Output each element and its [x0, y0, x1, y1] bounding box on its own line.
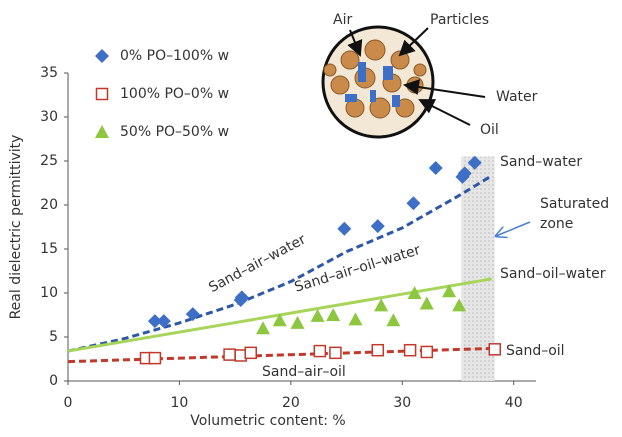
fit-line [67, 174, 493, 353]
legend-label: 50% PO–50% w [120, 124, 229, 140]
inset-diagram [321, 25, 531, 236]
inset-label: Particles [430, 12, 489, 28]
y-tick-label: 0 [49, 373, 58, 389]
square-point [371, 343, 385, 357]
diamond-point [337, 221, 352, 236]
y-axis-label: Real dielectric permittivity [8, 135, 24, 320]
annotation: Sand–air–oil [262, 364, 346, 380]
inset-label: Water [496, 89, 538, 105]
square-point [148, 351, 162, 365]
square-point [403, 343, 417, 357]
y-tick-label: 35 [40, 65, 58, 81]
diamond-point [156, 314, 171, 329]
y-tick-label: 5 [49, 329, 58, 345]
diamond-point [234, 290, 249, 305]
annotation-line: zone [540, 216, 573, 232]
square-point [313, 344, 327, 358]
triangle-point [442, 284, 457, 298]
annotation: Sand–oil–water [500, 266, 606, 282]
inset-label: Air [333, 12, 352, 28]
square-point [244, 346, 257, 360]
triangle-point [256, 321, 270, 335]
x-tick-label: 30 [393, 395, 411, 411]
triangle-point [407, 286, 422, 299]
annotation: Sand–air–water [206, 231, 309, 296]
square-point [420, 345, 434, 359]
diamond-point [406, 196, 421, 211]
legend-marker [95, 87, 109, 101]
annotation-line: Saturated [540, 196, 609, 212]
x-tick-label: 0 [64, 395, 73, 411]
x-tick-label: 10 [171, 395, 189, 411]
triangle-point [386, 313, 401, 327]
square-point [488, 343, 502, 356]
diamond-point [428, 161, 443, 176]
x-tick-label: 20 [282, 395, 300, 411]
y-tick-label: 15 [40, 241, 58, 257]
triangle-point [374, 298, 389, 312]
x-axis-label: Volumetric content: % [190, 413, 345, 429]
legend-label: 0% PO–100% w [120, 48, 229, 64]
diamond-point [457, 166, 472, 181]
square-point [223, 348, 236, 361]
triangle-point [419, 296, 434, 310]
y-tick-label: 25 [40, 153, 58, 169]
triangle-point [310, 308, 325, 322]
triangle-point [452, 298, 467, 312]
legend-marker [95, 49, 109, 63]
y-tick-label: 30 [40, 109, 58, 125]
diamond-point [185, 307, 200, 322]
x-tick-label: 40 [505, 395, 523, 411]
triangle-point [290, 315, 305, 329]
diamond-point [147, 314, 162, 329]
legend-marker [95, 125, 109, 138]
y-tick-label: 20 [40, 197, 58, 213]
diamond-point [370, 219, 385, 234]
square-point [329, 346, 342, 360]
annotation: Sand–oil [506, 343, 565, 359]
triangle-point [326, 308, 341, 321]
y-tick-label: 10 [40, 285, 58, 301]
triangle-point [348, 312, 363, 326]
annotation: Saturated zone [540, 196, 609, 232]
triangle-point [272, 313, 287, 327]
legend-label: 100% PO–0% w [120, 86, 229, 102]
inset-label: Oil [480, 122, 499, 138]
diamond-point [467, 155, 482, 170]
annotation: Sand–water [500, 154, 582, 170]
